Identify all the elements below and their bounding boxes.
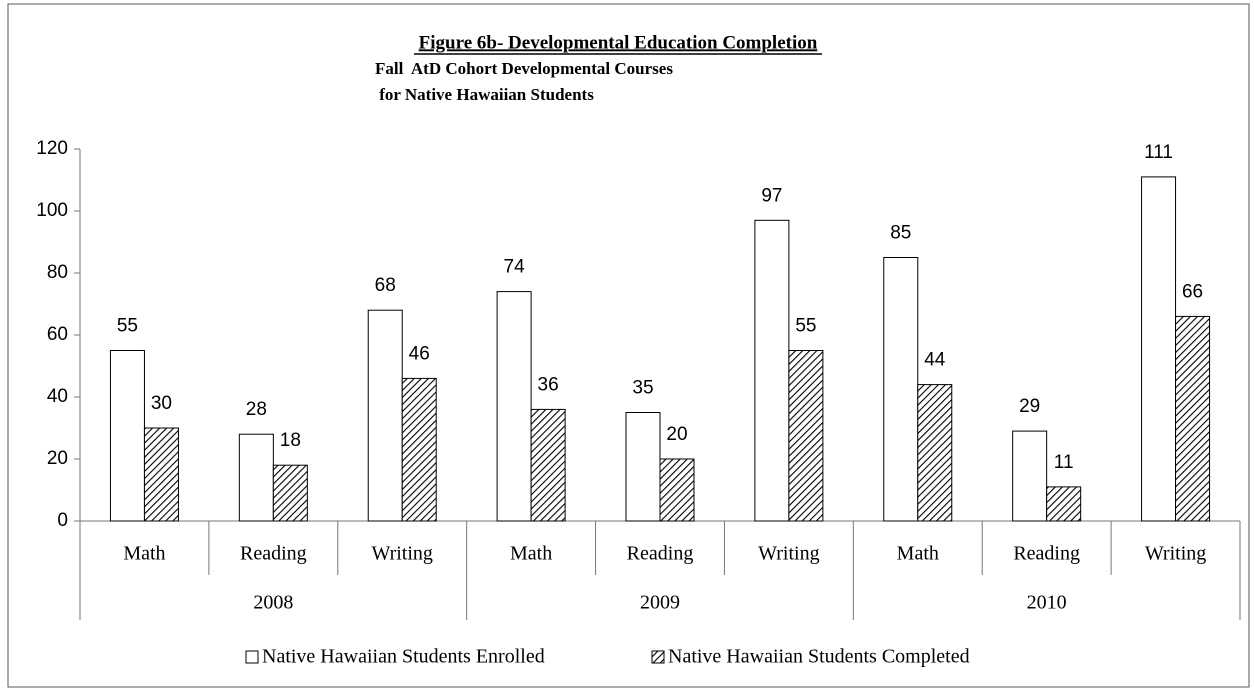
y-tick-label: 120 bbox=[36, 138, 68, 159]
bar bbox=[754, 219, 790, 522]
x-tick-label: Reading bbox=[627, 543, 694, 565]
chart-title: Figure 6b- Developmental Education Compl… bbox=[419, 32, 818, 53]
x-tick-label: Math bbox=[897, 543, 939, 565]
chart-subtitle: Fall AtD Cohort Developmental Courses bbox=[375, 59, 673, 78]
y-tick-label: 60 bbox=[47, 324, 68, 345]
value-label: 55 bbox=[117, 316, 138, 337]
x-tick-label: Reading bbox=[1013, 543, 1080, 565]
group-label: 2010 bbox=[1027, 592, 1067, 614]
legend-label: Native Hawaiian Students Completed bbox=[668, 646, 970, 668]
value-label: 97 bbox=[761, 185, 782, 206]
bar bbox=[1046, 486, 1082, 522]
bar bbox=[367, 309, 403, 522]
value-label: 30 bbox=[151, 393, 172, 414]
y-tick-label: 100 bbox=[36, 200, 68, 221]
value-label: 111 bbox=[1144, 142, 1173, 163]
value-label: 74 bbox=[504, 257, 526, 278]
x-tick-label: Writing bbox=[1145, 543, 1206, 565]
y-tick-label: 0 bbox=[57, 510, 68, 531]
value-label: 55 bbox=[795, 316, 816, 337]
x-tick-label: Writing bbox=[372, 543, 433, 565]
legend-swatch bbox=[651, 650, 665, 664]
bar bbox=[625, 412, 661, 522]
y-tick-label: 80 bbox=[47, 262, 68, 283]
chart-border bbox=[7, 3, 1250, 688]
bar bbox=[530, 408, 566, 522]
legend-label: Native Hawaiian Students Enrolled bbox=[262, 646, 545, 668]
bar bbox=[1141, 176, 1177, 522]
value-label: 35 bbox=[632, 378, 653, 399]
group-label: 2008 bbox=[253, 592, 293, 614]
bar bbox=[659, 458, 695, 522]
value-label: 28 bbox=[246, 399, 267, 420]
chart-subtitle: for Native Hawaiian Students bbox=[375, 85, 594, 104]
bar bbox=[1175, 315, 1211, 522]
y-tick-label: 40 bbox=[47, 386, 68, 407]
bar bbox=[401, 377, 437, 522]
value-label: 68 bbox=[375, 275, 396, 296]
legend-swatch bbox=[245, 650, 259, 664]
group-label: 2009 bbox=[640, 592, 680, 614]
bar bbox=[917, 384, 953, 522]
value-label: 85 bbox=[890, 223, 911, 244]
value-label: 46 bbox=[409, 343, 430, 364]
value-label: 18 bbox=[280, 430, 301, 451]
x-tick-label: Math bbox=[510, 543, 552, 565]
bar bbox=[272, 464, 308, 522]
x-tick-label: Writing bbox=[758, 543, 819, 565]
value-label: 36 bbox=[538, 374, 559, 395]
bar bbox=[883, 257, 919, 522]
x-tick-label: Math bbox=[123, 543, 165, 565]
bar bbox=[1012, 430, 1048, 522]
x-tick-label: Reading bbox=[240, 543, 307, 565]
value-label: 29 bbox=[1019, 396, 1040, 417]
bar bbox=[238, 433, 274, 522]
value-label: 11 bbox=[1054, 452, 1074, 473]
bar bbox=[109, 350, 145, 522]
bar bbox=[143, 427, 179, 522]
bar bbox=[496, 291, 532, 522]
bar bbox=[788, 350, 824, 522]
value-label: 66 bbox=[1182, 281, 1203, 302]
value-label: 20 bbox=[666, 424, 687, 445]
y-tick-label: 20 bbox=[47, 448, 68, 469]
value-label: 44 bbox=[924, 350, 946, 371]
